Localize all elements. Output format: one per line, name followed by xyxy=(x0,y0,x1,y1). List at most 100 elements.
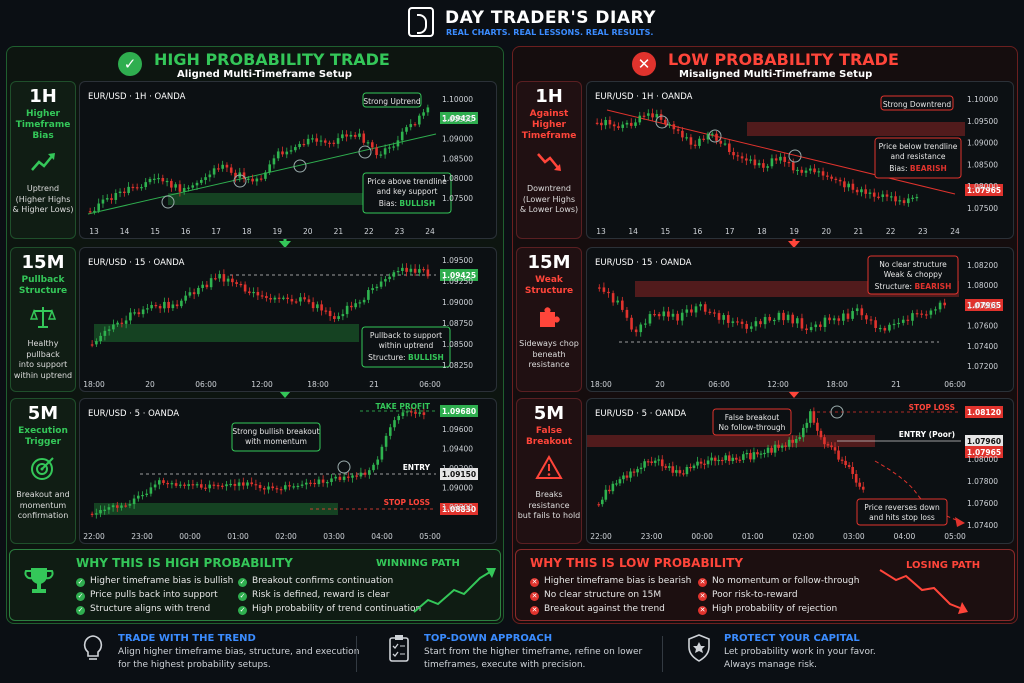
candle xyxy=(600,122,603,126)
candle xyxy=(358,133,361,137)
candle xyxy=(749,452,752,460)
chart-title: EUR/USD · 5 · OANDA xyxy=(595,409,686,419)
candle xyxy=(756,452,759,455)
candle xyxy=(745,452,749,455)
candle xyxy=(337,316,340,319)
candle xyxy=(726,315,730,323)
candle xyxy=(342,476,346,480)
x-tick-label: 22 xyxy=(886,227,896,236)
candle xyxy=(208,484,211,489)
y-tick-label: 1.08500 xyxy=(442,340,473,349)
price-tag-text: 1.07965 xyxy=(967,186,1001,195)
high-why-right: ✓ Breakout confirms continuation ✓ Risk is … xyxy=(238,574,421,616)
candle xyxy=(254,484,258,486)
check-circle-icon: ✓ xyxy=(76,578,85,587)
high-chart-1-svg: EUR/USD · 15 · OANDA Pullback to supportw… xyxy=(83,256,478,389)
candle xyxy=(667,311,670,317)
candle xyxy=(768,317,771,321)
x-tick-label: 05:00 xyxy=(419,532,441,541)
candle xyxy=(823,317,827,327)
candle xyxy=(144,182,148,188)
candle xyxy=(708,311,712,313)
footer-divider xyxy=(356,636,357,672)
candle xyxy=(396,140,400,147)
high-chart-1: EUR/USD · 15 · OANDA Pullback to support w… xyxy=(79,247,497,392)
x-tick-label: 01:00 xyxy=(742,532,764,541)
y-tick-label: 1.09000 xyxy=(442,484,473,493)
candle xyxy=(174,184,177,188)
candle xyxy=(757,163,761,166)
footer-text-line: Start from the higher timeframe, refine … xyxy=(424,647,643,657)
candle xyxy=(868,192,872,194)
candle xyxy=(426,107,430,113)
x-tick-label: 13 xyxy=(596,227,606,236)
price-tag xyxy=(440,112,478,124)
timeframe-description: Downtrend (Lower Highs & Lower Lows) xyxy=(517,184,581,216)
candle xyxy=(791,314,795,324)
candle xyxy=(265,296,268,298)
swing-low-marker xyxy=(358,145,372,159)
why-item-text: Higher timeframe bias is bearish xyxy=(544,576,692,586)
candle xyxy=(195,182,199,186)
low-why-left: ✕ Higher timeframe bias is bearish ✕ No cle… xyxy=(530,574,691,616)
candle xyxy=(166,482,169,485)
candle xyxy=(766,447,770,453)
x-tick-label: 18:00 xyxy=(83,380,105,389)
candle xyxy=(140,187,143,189)
row-icon xyxy=(517,454,581,486)
candle xyxy=(662,311,666,317)
candle xyxy=(409,268,413,272)
candle xyxy=(299,297,302,302)
candle xyxy=(888,324,891,331)
candle xyxy=(805,422,809,428)
candle xyxy=(272,158,276,165)
x-tick-label: 17 xyxy=(725,227,735,236)
x-circle-icon: ✕ xyxy=(698,592,707,601)
x-tick-label: 24 xyxy=(950,227,960,236)
candle xyxy=(204,487,207,489)
low-row-1-card: 15M Weak Structure Sideways chop beneath resi… xyxy=(516,247,582,392)
chart-title: EUR/USD · 1H · OANDA xyxy=(88,92,186,102)
low-chart-0: EUR/USD · 1H · OANDA Strong Downtrend Pric… xyxy=(586,81,1014,239)
candle xyxy=(897,322,900,325)
candle xyxy=(289,150,293,152)
structure-note-text: within uptrend xyxy=(379,341,434,350)
candle xyxy=(124,505,127,507)
candle xyxy=(770,158,774,167)
stop-loss-price-text: 1.08120 xyxy=(967,408,1001,417)
candle xyxy=(107,507,111,510)
x-tick-label: 06:00 xyxy=(944,380,966,389)
candle xyxy=(347,476,350,478)
candle xyxy=(702,138,706,140)
candle xyxy=(315,138,319,142)
timeframe-description: Sideways chop beneath resistance xyxy=(517,339,581,371)
candle xyxy=(943,302,946,306)
row-icon xyxy=(517,148,581,180)
candle xyxy=(874,320,877,328)
candle xyxy=(129,312,132,321)
timeframe-description: Breaks resistance but fails to hold xyxy=(517,490,581,522)
timeframe-label: 1H xyxy=(535,86,563,107)
candle xyxy=(938,302,942,310)
candle xyxy=(233,483,237,486)
candle xyxy=(801,427,805,438)
candle xyxy=(341,134,344,139)
y-tick-label: 1.08800 xyxy=(442,503,473,512)
candle xyxy=(313,482,316,485)
candle xyxy=(648,314,652,324)
candle xyxy=(214,278,217,280)
candle xyxy=(413,124,417,126)
x-tick-label: 20 xyxy=(303,227,313,236)
candle xyxy=(263,488,266,490)
candle xyxy=(759,453,763,455)
y-tick-label: 1.09250 xyxy=(442,277,473,286)
x-tick-label: 15 xyxy=(661,227,671,236)
candle xyxy=(861,486,865,490)
entry-label: ENTRY xyxy=(403,463,431,472)
candle xyxy=(731,321,735,323)
strong-uptrend-note-text: Strong Uptrend xyxy=(363,97,421,106)
candle xyxy=(616,300,620,303)
candle xyxy=(671,466,675,473)
check-circle-icon: ✓ xyxy=(76,592,85,601)
timeframe-description-line: confirmation xyxy=(17,511,69,520)
